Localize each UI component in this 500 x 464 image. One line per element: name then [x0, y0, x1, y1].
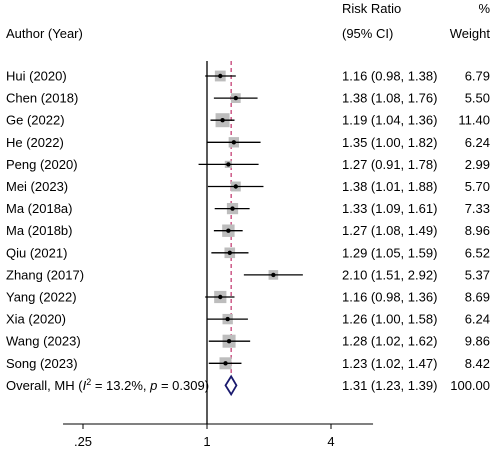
- study-weight-text: 2.99: [465, 157, 490, 172]
- study-ci-text: 1.29 (1.05, 1.59): [342, 245, 437, 260]
- header-weight-line2: Weight: [450, 26, 491, 41]
- study-point-estimate: [226, 228, 231, 233]
- x-tick-label: .25: [74, 434, 92, 449]
- study-label: Ma (2018a): [6, 201, 72, 216]
- study-label: Hui (2020): [6, 69, 67, 84]
- study-ci-text: 1.27 (0.91, 1.78): [342, 157, 437, 172]
- overall-label-part-p-symbol: p: [149, 378, 157, 393]
- study-ci-text: 1.27 (1.08, 1.49): [342, 223, 437, 238]
- study-label: Zhang (2017): [6, 267, 84, 282]
- study-ci-text: 1.35 (1.00, 1.82): [342, 135, 437, 150]
- study-row: Mei (2023) 1.38 (1.01, 1.88) 5.70: [6, 179, 490, 194]
- study-ci-text: 1.16 (0.98, 1.36): [342, 290, 437, 305]
- study-point-estimate: [231, 140, 237, 145]
- header-rr-line1: Risk Ratio: [342, 1, 401, 16]
- overall-label-part-label-middle: = 13.2%,: [91, 378, 150, 393]
- study-ci-text: 1.26 (1.00, 1.58): [342, 312, 437, 327]
- header-author: Author (Year): [6, 26, 83, 41]
- study-point-estimate: [271, 272, 276, 278]
- study-point-estimate: [226, 339, 232, 344]
- overall-label-part-i2-symbol: I: [83, 378, 87, 393]
- study-ci-text: 1.19 (1.04, 1.36): [342, 113, 437, 128]
- overall-label-part-i2-sup: 2: [86, 377, 91, 387]
- study-ci-text: 2.10 (1.51, 2.92): [342, 267, 437, 282]
- study-label: He (2022): [6, 135, 64, 150]
- study-label: Chen (2018): [6, 91, 78, 106]
- study-label: Xia (2020): [6, 312, 66, 327]
- study-label: Wang (2023): [6, 334, 81, 349]
- study-weight-text: 5.37: [465, 267, 490, 282]
- study-weight-text: 6.24: [465, 312, 490, 327]
- study-row: Xia (2020) 1.26 (1.00, 1.58) 6.24: [6, 312, 490, 327]
- study-point-estimate: [233, 184, 239, 189]
- study-ci-text: 1.33 (1.09, 1.61): [342, 201, 437, 216]
- study-label: Peng (2020): [6, 157, 78, 172]
- study-label: Qiu (2021): [6, 245, 67, 260]
- study-point-estimate: [230, 206, 235, 211]
- study-weight-text: 6.24: [465, 135, 490, 150]
- study-point-estimate: [223, 361, 228, 366]
- overall-weight-text: 100.00: [450, 378, 490, 393]
- overall-ci-text: 1.31 (1.23, 1.39): [342, 378, 437, 393]
- study-row: Chen (2018) 1.38 (1.08, 1.76) 5.50: [6, 91, 490, 106]
- study-weight-text: 7.33: [465, 201, 490, 216]
- study-row: Ma (2018a) 1.33 (1.09, 1.61) 7.33: [6, 201, 490, 216]
- study-point-estimate: [218, 294, 223, 300]
- study-weight-text: 8.42: [465, 356, 490, 371]
- overall-label: Overall, MH (I2 = 13.2%, p = 0.309): [6, 377, 209, 393]
- study-weight-text: 8.96: [465, 223, 490, 238]
- study-row: Peng (2020) 1.27 (0.91, 1.78) 2.99: [6, 157, 490, 172]
- study-row: Wang (2023) 1.28 (1.02, 1.62) 9.86: [6, 334, 490, 349]
- study-point-estimate: [220, 118, 225, 123]
- overall-label-part-label-prefix: Overall, MH (: [6, 378, 83, 393]
- study-point-estimate: [227, 250, 232, 255]
- x-tick-label: 4: [327, 434, 334, 449]
- header-weight-line1: %: [478, 1, 490, 16]
- study-row: Ge (2022) 1.19 (1.04, 1.36) 11.40: [6, 113, 490, 128]
- study-weight-text: 8.69: [465, 290, 490, 305]
- study-label: Song (2023): [6, 356, 78, 371]
- study-weight-text: 5.70: [465, 179, 490, 194]
- axis-layer: .25 1 4: [63, 61, 374, 449]
- study-label: Ma (2018b): [6, 223, 72, 238]
- overall-label-part-label-suffix: = 0.309): [157, 378, 209, 393]
- study-row: Ma (2018b) 1.27 (1.08, 1.49) 8.96: [6, 223, 490, 238]
- study-point-estimate: [218, 73, 223, 79]
- study-rows: Hui (2020) 1.16 (0.98, 1.38) 6.79 Chen (201…: [6, 69, 490, 371]
- study-ci-text: 1.16 (0.98, 1.38): [342, 69, 437, 84]
- study-row: Song (2023) 1.23 (1.02, 1.47) 8.42: [6, 356, 490, 371]
- study-row: Hui (2020) 1.16 (0.98, 1.38) 6.79: [6, 69, 490, 84]
- study-ci-text: 1.38 (1.08, 1.76): [342, 91, 437, 106]
- study-label: Mei (2023): [6, 179, 68, 194]
- x-tick-label: 1: [203, 434, 210, 449]
- study-row: He (2022) 1.35 (1.00, 1.82) 6.24: [6, 135, 490, 150]
- study-point-estimate: [226, 162, 231, 167]
- study-row: Zhang (2017) 2.10 (1.51, 2.92) 5.37: [6, 267, 490, 282]
- study-point-estimate: [225, 316, 230, 322]
- study-weight-text: 6.79: [465, 69, 490, 84]
- study-weight-text: 5.50: [465, 91, 490, 106]
- study-label: Ge (2022): [6, 113, 65, 128]
- study-weight-text: 6.52: [465, 245, 490, 260]
- study-weight-text: 9.86: [465, 334, 490, 349]
- study-ci-text: 1.28 (1.02, 1.62): [342, 334, 437, 349]
- overall-diamond: [224, 374, 238, 397]
- overall-row: Overall, MH (I2 = 13.2%, p = 0.309) 1.31 …: [6, 374, 490, 397]
- study-point-estimate: [233, 95, 239, 101]
- study-ci-text: 1.38 (1.01, 1.88): [342, 179, 437, 194]
- study-row: Qiu (2021) 1.29 (1.05, 1.59) 6.52: [6, 245, 490, 260]
- study-ci-text: 1.23 (1.02, 1.47): [342, 356, 437, 371]
- study-row: Yang (2022) 1.16 (0.98, 1.36) 8.69: [6, 290, 490, 305]
- study-label: Yang (2022): [6, 290, 77, 305]
- header-rr-line2: (95% CI): [342, 26, 393, 41]
- study-weight-text: 11.40: [458, 113, 490, 128]
